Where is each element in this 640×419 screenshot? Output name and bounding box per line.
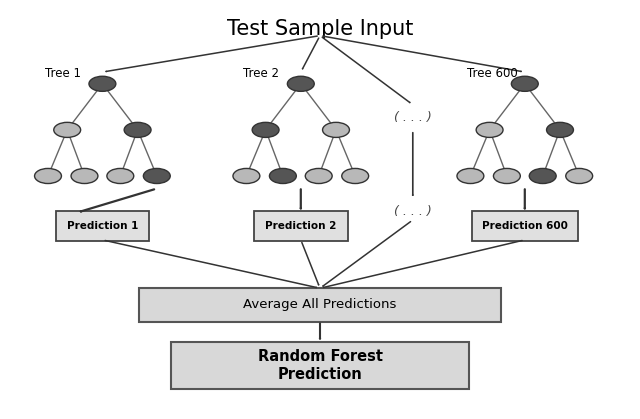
Ellipse shape bbox=[305, 168, 332, 184]
Ellipse shape bbox=[566, 168, 593, 184]
Ellipse shape bbox=[252, 122, 279, 137]
Text: ( . . . ): ( . . . ) bbox=[394, 205, 431, 218]
Ellipse shape bbox=[547, 122, 573, 137]
FancyBboxPatch shape bbox=[171, 342, 469, 389]
Ellipse shape bbox=[143, 168, 170, 184]
Text: Random Forest
Prediction: Random Forest Prediction bbox=[257, 349, 383, 382]
Text: Prediction 2: Prediction 2 bbox=[265, 221, 337, 231]
Ellipse shape bbox=[71, 168, 98, 184]
Ellipse shape bbox=[124, 122, 151, 137]
Ellipse shape bbox=[89, 76, 116, 91]
Ellipse shape bbox=[269, 168, 296, 184]
Text: Tree 2: Tree 2 bbox=[243, 67, 279, 80]
Text: ( . . . ): ( . . . ) bbox=[394, 111, 431, 124]
Text: Prediction 1: Prediction 1 bbox=[67, 221, 138, 231]
Ellipse shape bbox=[35, 168, 61, 184]
Ellipse shape bbox=[529, 168, 556, 184]
Ellipse shape bbox=[511, 76, 538, 91]
FancyBboxPatch shape bbox=[472, 211, 578, 241]
Text: Prediction 600: Prediction 600 bbox=[482, 221, 568, 231]
Ellipse shape bbox=[476, 122, 503, 137]
Ellipse shape bbox=[342, 168, 369, 184]
Text: Tree 600: Tree 600 bbox=[467, 67, 518, 80]
FancyBboxPatch shape bbox=[139, 288, 501, 322]
Ellipse shape bbox=[54, 122, 81, 137]
Ellipse shape bbox=[107, 168, 134, 184]
Ellipse shape bbox=[233, 168, 260, 184]
FancyBboxPatch shape bbox=[254, 211, 348, 241]
Text: Tree 1: Tree 1 bbox=[45, 67, 81, 80]
Text: Test Sample Input: Test Sample Input bbox=[227, 19, 413, 39]
FancyBboxPatch shape bbox=[56, 211, 149, 241]
Ellipse shape bbox=[493, 168, 520, 184]
Ellipse shape bbox=[287, 76, 314, 91]
Ellipse shape bbox=[457, 168, 484, 184]
Text: Average All Predictions: Average All Predictions bbox=[243, 298, 397, 311]
Ellipse shape bbox=[323, 122, 349, 137]
